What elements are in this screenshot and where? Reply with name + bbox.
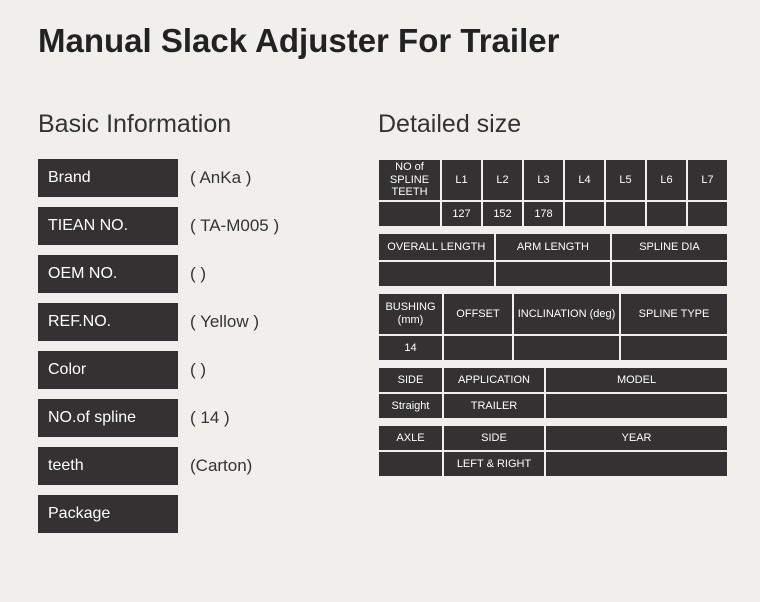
l-value <box>687 201 728 227</box>
spline-value <box>378 201 441 227</box>
info-row: REF.NO. ( Yellow ) <box>38 303 348 341</box>
quad-value <box>443 335 513 361</box>
info-label-ref: REF.NO. <box>38 303 178 341</box>
info-row: TIEAN NO. ( TA-M005 ) <box>38 207 348 245</box>
quad-value <box>620 335 728 361</box>
info-value-ref: ( Yellow ) <box>178 312 259 332</box>
quad-header: BUSHING (mm) <box>378 293 443 335</box>
info-value-brand: ( AnKa ) <box>178 168 251 188</box>
triple-value <box>378 261 495 287</box>
sam-value <box>545 393 728 419</box>
detailed-size-heading: Detailed size <box>378 110 728 139</box>
l-header: L5 <box>605 159 646 201</box>
info-row: Package <box>38 495 348 533</box>
l-header: L2 <box>482 159 523 201</box>
l-header: L7 <box>687 159 728 201</box>
info-value-tiean: ( TA-M005 ) <box>178 216 279 236</box>
triple-value <box>495 261 612 287</box>
triple-header: OVERALL LENGTH <box>378 233 495 261</box>
l-value <box>605 201 646 227</box>
asy-header: YEAR <box>545 425 728 451</box>
spline-header: NO of SPLINE TEETH <box>378 159 441 201</box>
sam-value: TRAILER <box>443 393 545 419</box>
sam-header: APPLICATION <box>443 367 545 393</box>
asy-value: LEFT & RIGHT <box>443 451 545 477</box>
info-value-oem: ( ) <box>178 264 206 284</box>
asy-value <box>545 451 728 477</box>
l-header: L4 <box>564 159 605 201</box>
sam-header: SIDE <box>378 367 443 393</box>
sam-header: MODEL <box>545 367 728 393</box>
basic-info-panel: Basic Information Brand ( AnKa ) TIEAN N… <box>38 110 348 543</box>
basic-info-heading: Basic Information <box>38 110 348 139</box>
l-value <box>646 201 687 227</box>
content-area: Basic Information Brand ( AnKa ) TIEAN N… <box>0 60 760 543</box>
spline-table: NO of SPLINE TEETH L1 L2 L3 L4 L5 L6 L7 … <box>378 159 728 227</box>
info-value-teeth: (Carton) <box>178 456 252 476</box>
info-value-color: ( ) <box>178 360 206 380</box>
info-label-brand: Brand <box>38 159 178 197</box>
info-label-color: Color <box>38 351 178 389</box>
quad-header: OFFSET <box>443 293 513 335</box>
asy-value <box>378 451 443 477</box>
quad-header: SPLINE TYPE <box>620 293 728 335</box>
l-value: 152 <box>482 201 523 227</box>
asy-header: SIDE <box>443 425 545 451</box>
l-header: L1 <box>441 159 482 201</box>
info-label-package: Package <box>38 495 178 533</box>
asy-header: AXLE <box>378 425 443 451</box>
info-label-oem: OEM NO. <box>38 255 178 293</box>
info-row: NO.of spline ( 14 ) <box>38 399 348 437</box>
triple-header: ARM LENGTH <box>495 233 612 261</box>
triple-table: OVERALL LENGTH ARM LENGTH SPLINE DIA <box>378 233 728 287</box>
page-title: Manual Slack Adjuster For Trailer <box>0 0 760 60</box>
quad-value: 14 <box>378 335 443 361</box>
l-header: L3 <box>523 159 564 201</box>
triple-header: SPLINE DIA <box>611 233 728 261</box>
sam-value: Straight <box>378 393 443 419</box>
info-label-spline: NO.of spline <box>38 399 178 437</box>
sam-table: SIDE APPLICATION MODEL Straight TRAILER <box>378 367 728 419</box>
info-value-spline: ( 14 ) <box>178 408 230 428</box>
quad-header: INCLINATION (deg) <box>513 293 620 335</box>
info-row: teeth (Carton) <box>38 447 348 485</box>
detailed-size-panel: Detailed size NO of SPLINE TEETH L1 L2 L… <box>378 110 728 543</box>
info-label-teeth: teeth <box>38 447 178 485</box>
quad-table: BUSHING (mm) OFFSET INCLINATION (deg) SP… <box>378 293 728 361</box>
triple-value <box>611 261 728 287</box>
info-row: Brand ( AnKa ) <box>38 159 348 197</box>
info-label-tiean: TIEAN NO. <box>38 207 178 245</box>
l-header: L6 <box>646 159 687 201</box>
l-value: 127 <box>441 201 482 227</box>
info-row: Color ( ) <box>38 351 348 389</box>
asy-table: AXLE SIDE YEAR LEFT & RIGHT <box>378 425 728 477</box>
quad-value <box>513 335 620 361</box>
l-value: 178 <box>523 201 564 227</box>
info-row: OEM NO. ( ) <box>38 255 348 293</box>
l-value <box>564 201 605 227</box>
